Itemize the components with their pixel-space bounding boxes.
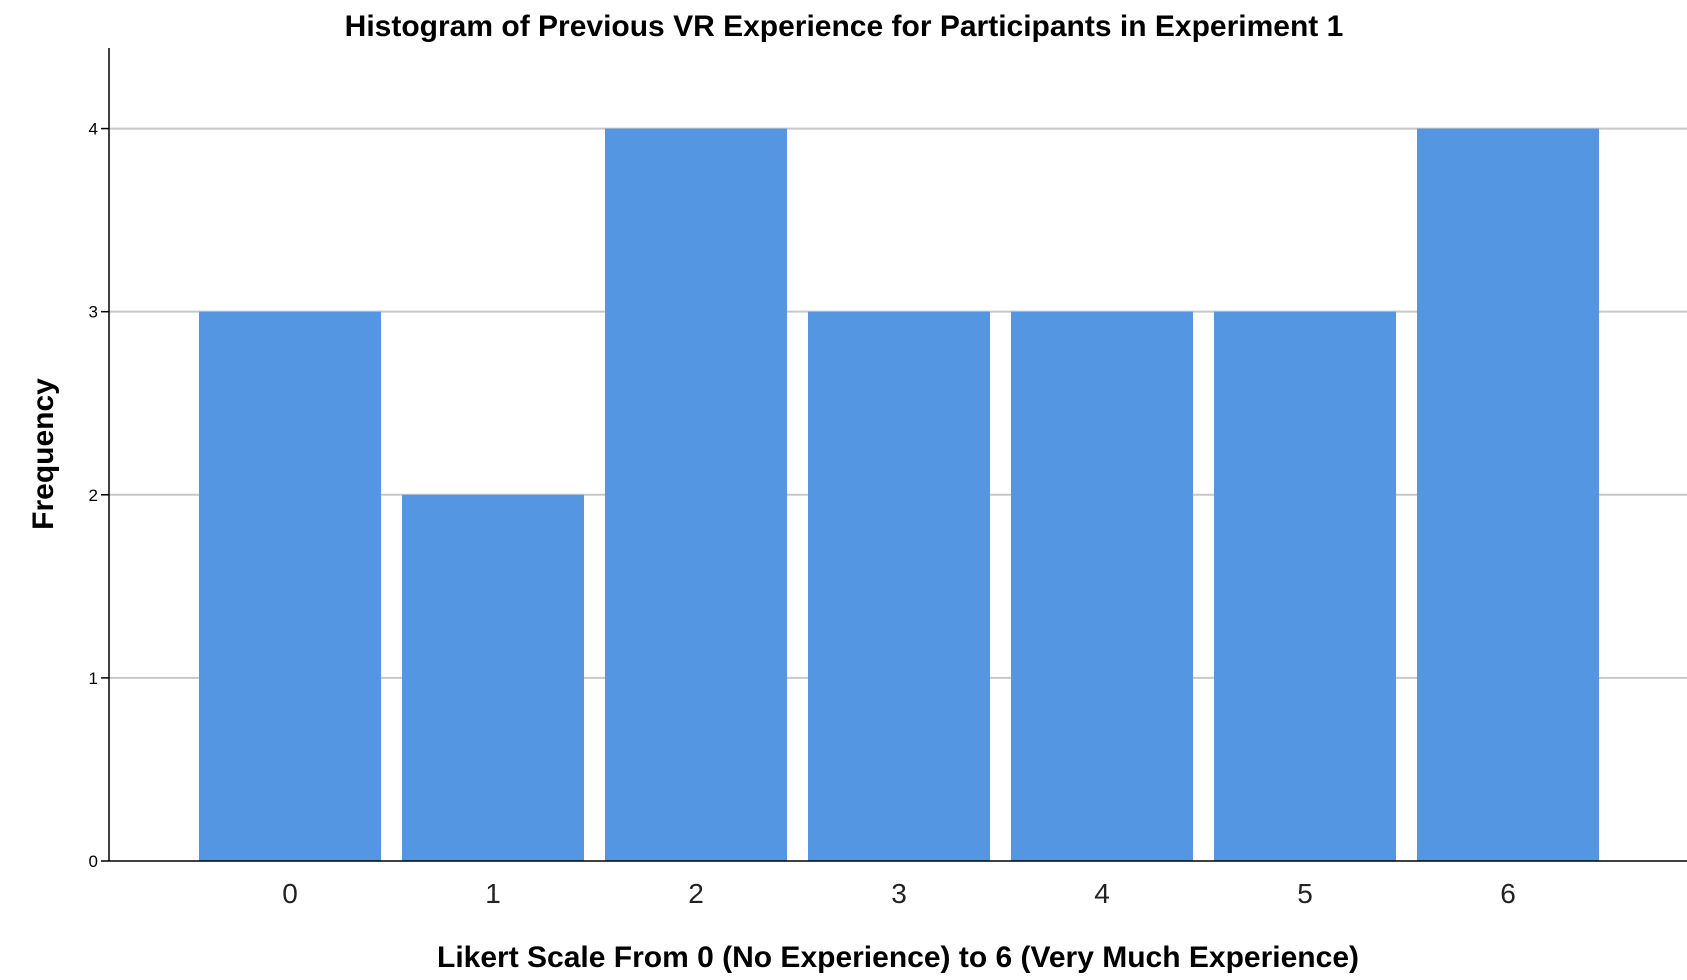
y-tick-label: 0 bbox=[89, 852, 98, 871]
y-tick-label: 1 bbox=[89, 669, 98, 688]
x-tick-label: 6 bbox=[1500, 878, 1516, 909]
x-tick-label: 5 bbox=[1297, 878, 1313, 909]
bar-0 bbox=[199, 311, 381, 862]
axes bbox=[108, 48, 1687, 862]
bar-4 bbox=[1011, 311, 1193, 862]
chart-title: Histogram of Previous VR Experience for … bbox=[345, 10, 1344, 43]
y-tick-label: 4 bbox=[89, 120, 98, 139]
bars bbox=[199, 128, 1599, 862]
x-tick-labels: 0 1 2 3 4 5 6 bbox=[282, 878, 1516, 909]
y-tick-label: 3 bbox=[89, 303, 98, 322]
bar-3 bbox=[808, 311, 990, 862]
bar-1 bbox=[402, 494, 584, 861]
x-tick-label: 3 bbox=[891, 878, 907, 909]
y-tick-label: 2 bbox=[89, 486, 98, 505]
x-tick-label: 1 bbox=[485, 878, 501, 909]
x-tick-label: 4 bbox=[1094, 878, 1110, 909]
x-tick-label: 0 bbox=[282, 878, 298, 909]
y-tick-labels: 0 1 2 3 4 bbox=[89, 120, 109, 871]
x-tick-label: 2 bbox=[688, 878, 704, 909]
bar-6 bbox=[1417, 128, 1599, 861]
x-axis-title: Likert Scale From 0 (No Experience) to 6… bbox=[437, 941, 1359, 974]
bar-2 bbox=[605, 128, 787, 861]
bar-5 bbox=[1214, 311, 1396, 862]
y-axis-title: Frequency bbox=[27, 378, 60, 530]
